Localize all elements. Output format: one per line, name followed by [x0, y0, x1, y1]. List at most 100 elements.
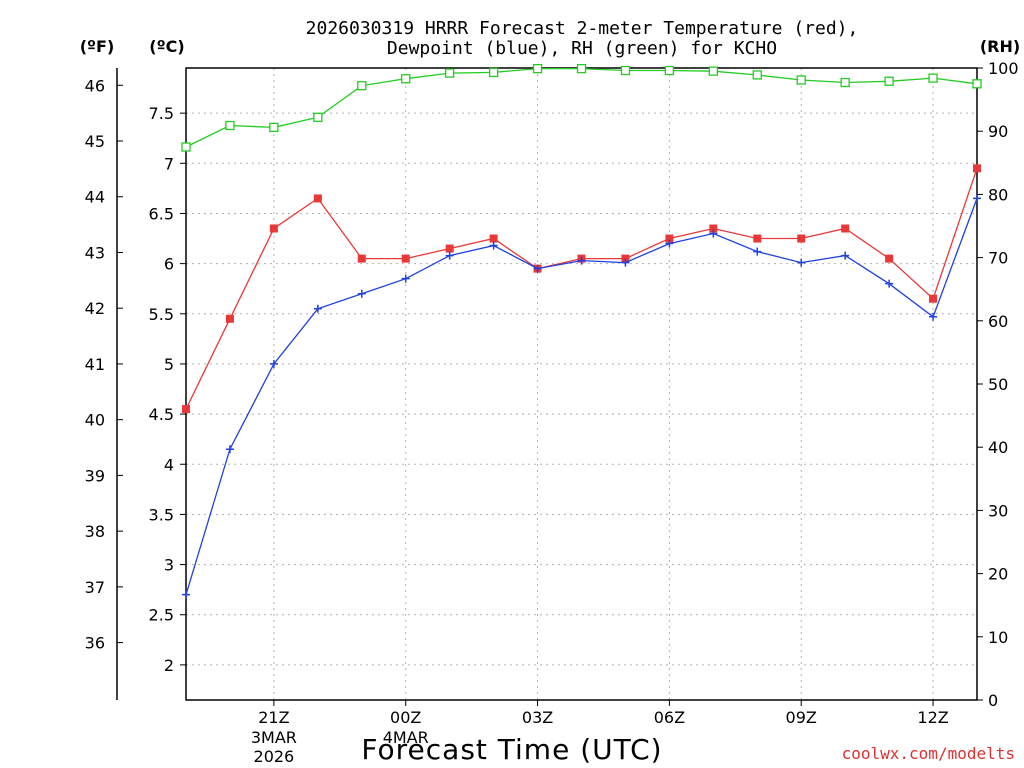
temperature-point	[182, 405, 190, 414]
dewpoint-point	[665, 239, 674, 248]
temperature-point	[929, 294, 938, 303]
plot-frame	[185, 67, 978, 701]
rh-point	[972, 79, 982, 89]
temperature-point	[841, 224, 850, 233]
rh-tick-label: 20	[988, 565, 1008, 584]
time-tick-label: 03Z	[522, 708, 553, 727]
rh-tick-label: 30	[988, 501, 1008, 520]
fahrenheit-tick-labels: 36 37 38 39 40 41 42 43 44 45 46	[85, 76, 123, 653]
fahrenheit-tick-label: 42	[85, 299, 105, 318]
fahrenheit-tick-label: 46	[85, 76, 105, 95]
celsius-tick-label: 5.5	[149, 305, 174, 324]
series-temperature	[182, 164, 981, 414]
rh-point	[620, 65, 631, 76]
rh-point	[225, 120, 235, 131]
date-tick-label: 3MAR	[251, 728, 297, 747]
rh-point	[752, 70, 762, 80]
rh-tick-label: 50	[988, 375, 1008, 394]
dewpoint-point	[709, 229, 718, 238]
rh-point	[445, 68, 455, 78]
temperature-point	[445, 244, 454, 253]
temperature-point	[489, 234, 498, 243]
temperature-point	[225, 314, 234, 323]
temperature-point	[313, 194, 322, 203]
time-tick-label: 09Z	[786, 708, 817, 727]
dewpoint-point	[841, 251, 850, 260]
dewpoint-point	[225, 445, 234, 454]
temperature-point	[357, 254, 366, 263]
rh-tick-label: 90	[988, 122, 1008, 141]
celsius-tick-label: 7	[164, 154, 174, 173]
celsius-tick-label: 4.5	[149, 405, 174, 424]
x-axis-label: Forecast Time (UTC)	[361, 733, 662, 766]
dewpoint-point	[753, 247, 762, 256]
rh-tick-label: 0	[988, 691, 998, 710]
dewpoint-point	[182, 590, 190, 599]
time-tick-label: 21Z	[258, 708, 289, 727]
dewpoint-point	[577, 256, 586, 265]
fahrenheit-tick-label: 38	[85, 522, 105, 541]
temperature-line	[185, 168, 978, 410]
time-tick-label: 12Z	[917, 708, 948, 727]
rh-tick-label: 10	[988, 628, 1008, 647]
dewpoint-point	[973, 194, 981, 203]
time-tick-label: 00Z	[390, 708, 421, 727]
dewpoint-point	[929, 312, 938, 321]
dewpoint-point	[445, 251, 454, 260]
temperature-point	[269, 224, 278, 233]
dewpoint-point	[401, 274, 410, 283]
rh-tick-label: 60	[988, 312, 1008, 331]
celsius-tick-label: 4	[164, 455, 174, 474]
temperature-point	[621, 254, 630, 263]
dewpoint-point	[313, 304, 322, 313]
dewpoint-point	[489, 241, 498, 250]
dewpoint-point	[797, 258, 806, 267]
dewpoint-point	[533, 264, 542, 273]
rh-point	[269, 122, 279, 133]
temperature-point	[665, 234, 674, 243]
fahrenheit-tick-label: 44	[85, 188, 105, 207]
dewpoint-point	[357, 289, 366, 298]
date-tick-label: 4MAR	[383, 728, 429, 747]
celsius-tick-label: 3.5	[149, 505, 174, 524]
fahrenheit-tick-label: 39	[85, 466, 105, 485]
fahrenheit-tick-label: 37	[85, 578, 105, 597]
celsius-tick-label: 6	[164, 255, 174, 274]
rh-point	[313, 112, 323, 122]
celsius-tick-labels: 2 2.5 3 3.5 4 4.5 5 5.5 6 6.5 7 7.5	[149, 104, 186, 675]
temperature-point	[797, 234, 806, 243]
temperature-point	[885, 254, 894, 263]
rh-point	[532, 63, 543, 74]
fahrenheit-unit-label: (ºF)	[80, 37, 115, 56]
rh-line	[185, 67, 978, 148]
date-tick-label: 2026	[254, 747, 295, 766]
celsius-tick-label: 7.5	[149, 104, 174, 123]
chart-title-line-1: 2026030319 HRRR Forecast 2-meter Tempera…	[306, 18, 859, 39]
celsius-tick-label: 2.5	[149, 606, 174, 625]
temperature-point	[709, 224, 718, 233]
rh-tick-labels: 0 10 20 30 40 50 60 70 80 90 100	[977, 59, 1019, 710]
fahrenheit-tick-label: 36	[85, 634, 105, 653]
series-dewpoint	[182, 194, 981, 599]
celsius-tick-label: 2	[164, 656, 174, 675]
series-rh	[181, 63, 982, 152]
series-lines	[181, 63, 982, 599]
temperature-point	[973, 164, 981, 173]
celsius-tick-label: 3	[164, 556, 174, 575]
rh-tick-label: 70	[988, 249, 1008, 268]
rh-point	[576, 63, 587, 74]
credit-text: coolwx.com/modelts	[842, 744, 1015, 763]
rh-point	[181, 142, 191, 152]
rh-point	[928, 73, 938, 83]
rh-tick-label: 80	[988, 185, 1008, 204]
time-tick-label: 06Z	[654, 708, 685, 727]
dewpoint-point	[269, 359, 278, 368]
temperature-point	[753, 234, 762, 243]
dewpoint-point	[621, 258, 630, 267]
celsius-unit-label: (ºC)	[149, 37, 184, 56]
fahrenheit-tick-label: 45	[85, 132, 105, 151]
rh-point	[796, 75, 806, 85]
axes	[116, 67, 978, 701]
